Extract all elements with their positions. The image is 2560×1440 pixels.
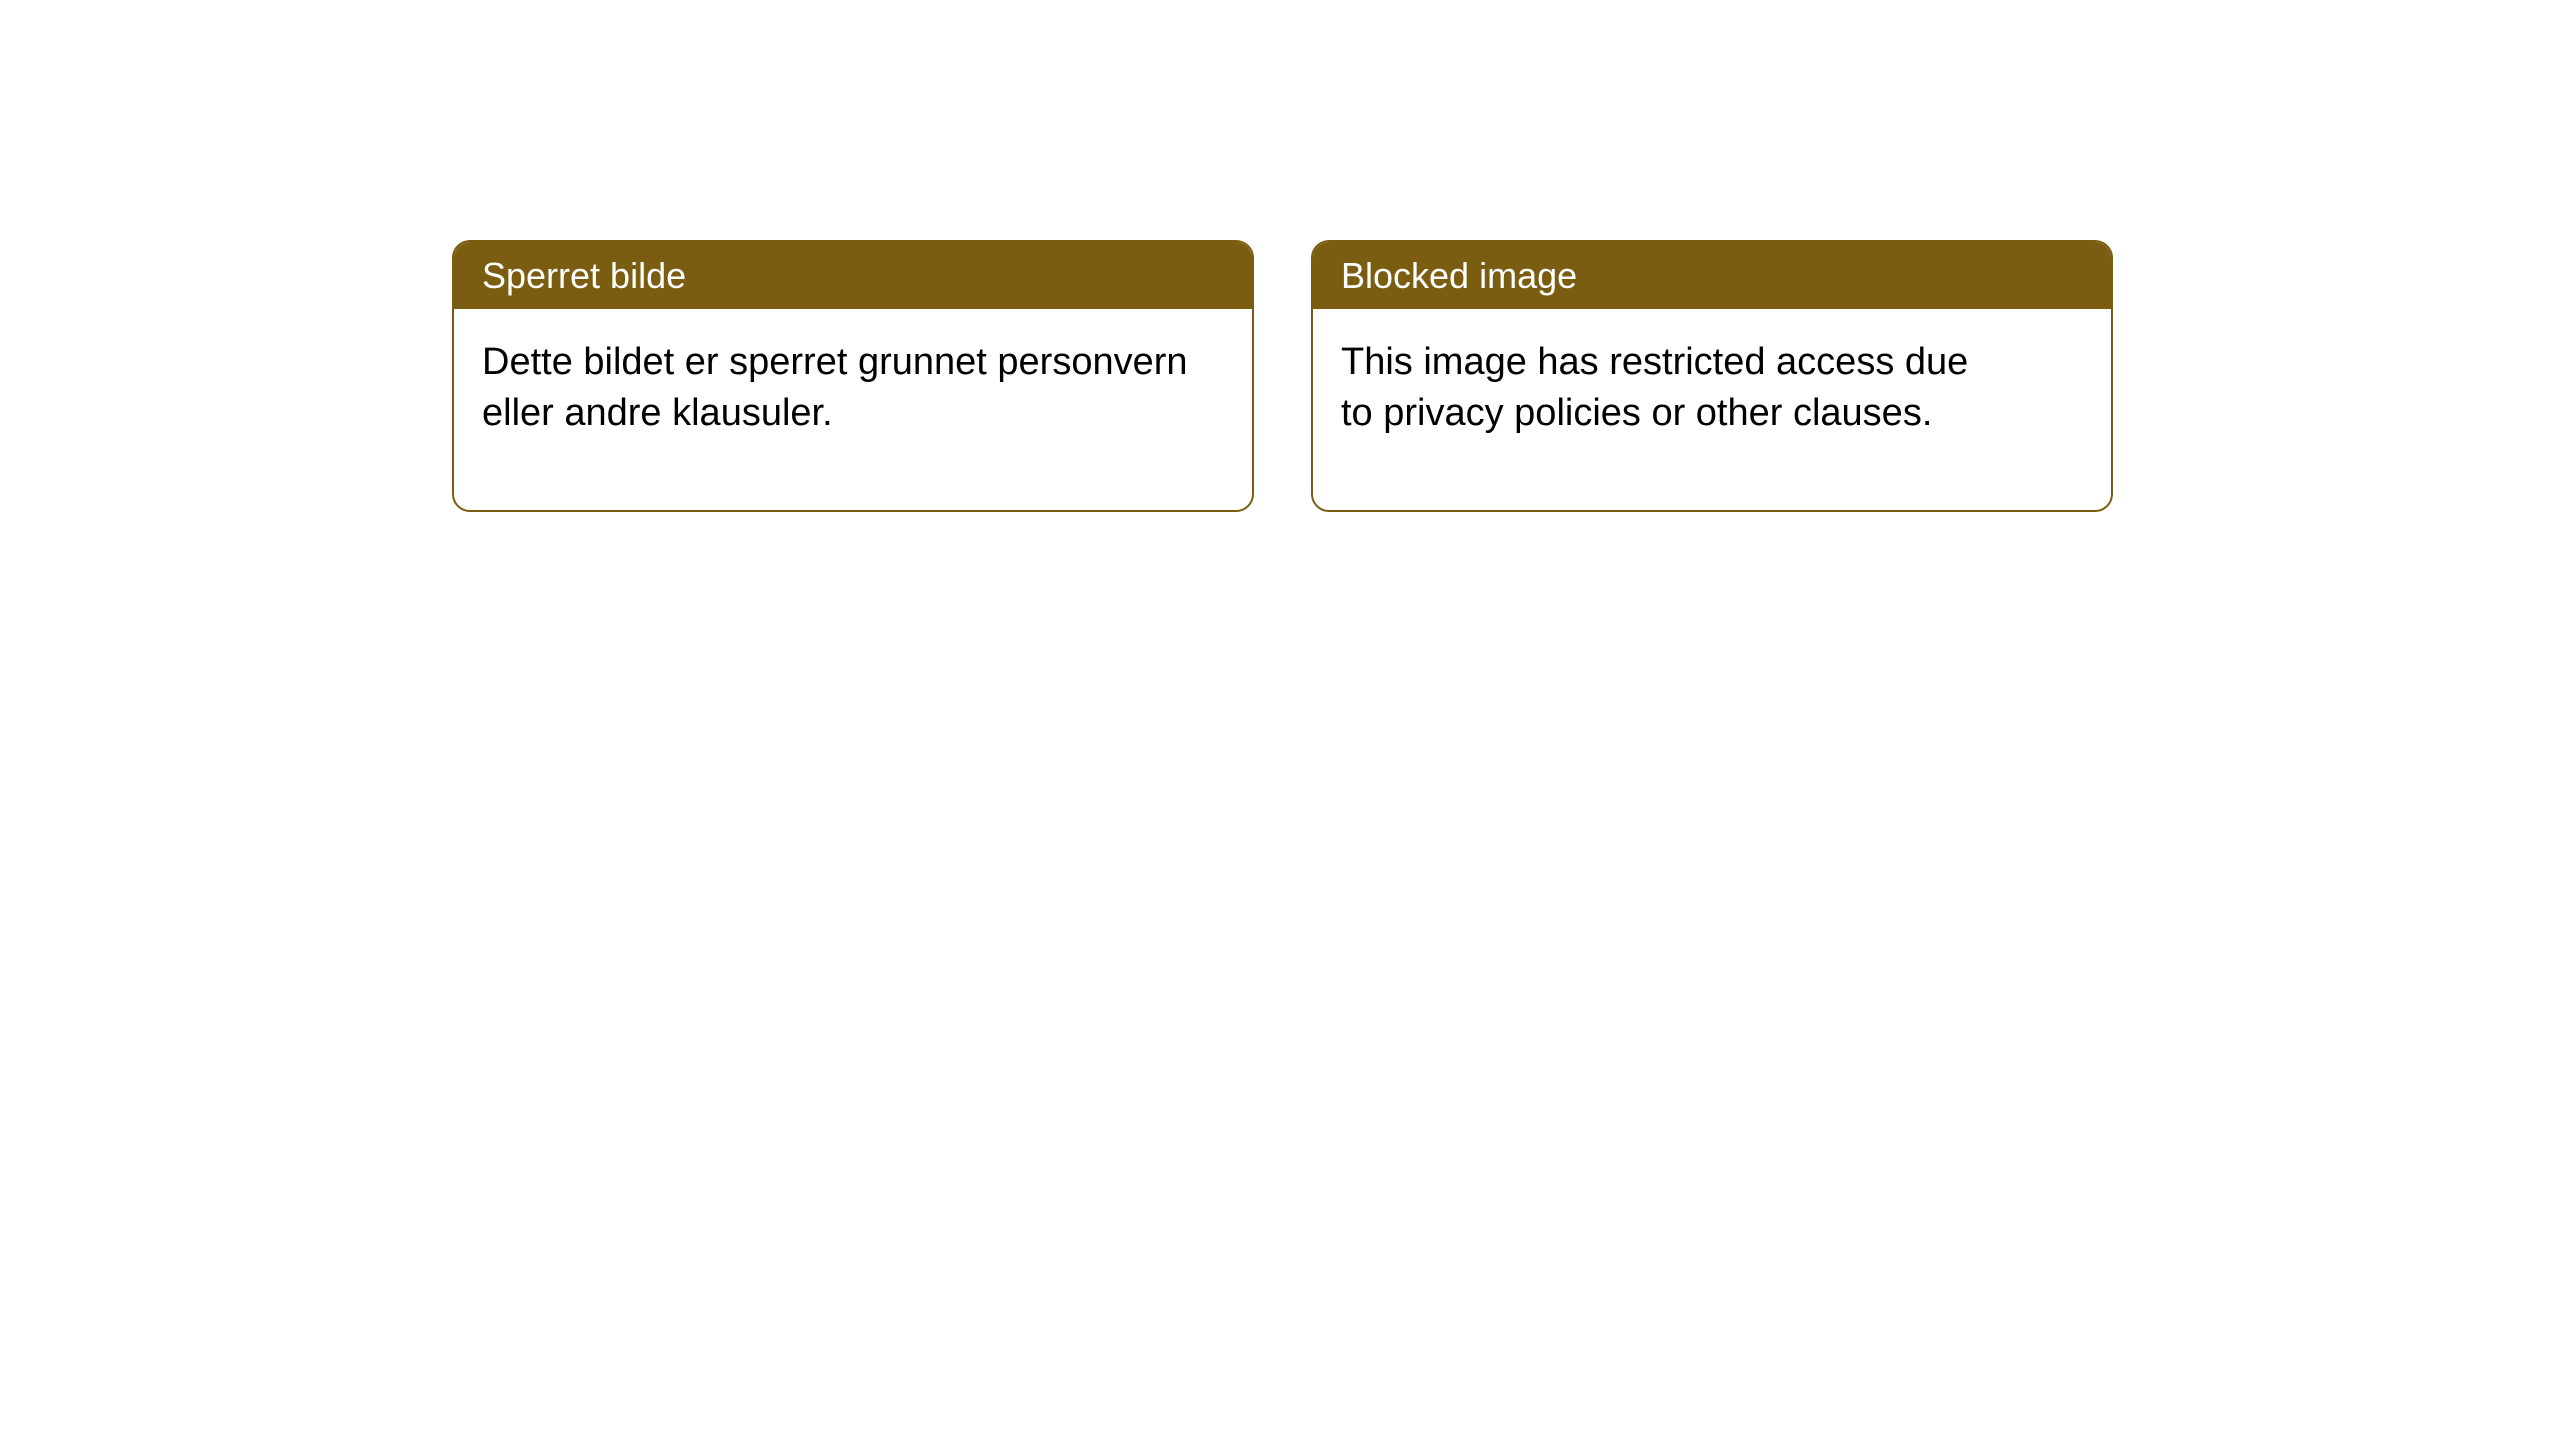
notice-card-norwegian: Sperret bilde Dette bildet er sperret gr… <box>452 240 1254 512</box>
notice-body-english: This image has restricted access due to … <box>1313 309 2111 510</box>
notice-cards-container: Sperret bilde Dette bildet er sperret gr… <box>452 240 2560 512</box>
notice-header-norwegian: Sperret bilde <box>454 242 1252 309</box>
notice-card-english: Blocked image This image has restricted … <box>1311 240 2113 512</box>
notice-header-english: Blocked image <box>1313 242 2111 309</box>
notice-body-norwegian: Dette bildet er sperret grunnet personve… <box>454 309 1252 510</box>
